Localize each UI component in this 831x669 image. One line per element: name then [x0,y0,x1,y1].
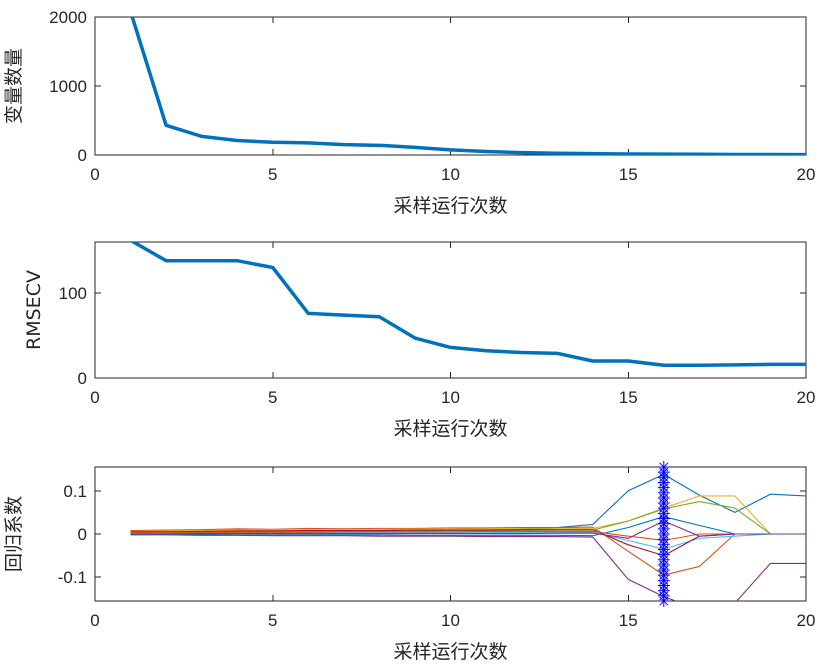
chart-panel-3: 0 5 10 15 20 -0.1 0 0.1 采样运行次数 回归系数 [3,461,815,663]
series-group [130,17,806,155]
x-axis-label: 采样运行次数 [393,641,507,663]
x-axis-label: 采样运行次数 [393,195,507,217]
y-axis-label: 回归系数 [3,496,25,572]
y-tick-label: 0 [78,146,87,165]
x-tick-label: 20 [797,611,816,630]
x-tick-label: 20 [797,388,816,407]
x-tick-label: 15 [619,165,638,184]
series-line-1 [130,473,806,534]
optimal-run-marker-line [657,461,670,607]
series-group [130,473,806,601]
y-tick-label: 0 [78,525,87,544]
series-line-9 [130,530,806,542]
y-tick-label: 0.1 [63,482,87,501]
x-tick-label: 0 [90,611,99,630]
x-tick-label: 15 [619,611,638,630]
x-tick-label: 0 [90,165,99,184]
y-tick-label: -0.1 [58,568,87,587]
series-line-10 [130,520,806,539]
y-axis-label: 变量数量 [3,48,25,124]
y-axis-label: RMSECV [23,270,45,350]
series-line-7 [130,529,806,557]
x-tick-label: 0 [90,388,99,407]
series-line-8 [130,516,806,537]
series-line-2 [130,526,806,576]
series-line-4 [130,534,806,601]
x-tick-label: 10 [441,388,460,407]
x-axis-label: 采样运行次数 [393,418,507,440]
y-tick-label: 0 [78,369,87,388]
plot-frame [94,16,807,156]
series-line-1 [129,242,806,367]
x-tick-label: 15 [619,388,638,407]
x-tick-label: 20 [797,165,816,184]
series-line-1 [130,17,806,155]
y-tick-label: 2000 [49,8,87,27]
chart-panel-1: 0 5 10 15 20 0 1000 2000 采样运行次数 变量数量 [3,8,815,217]
x-tick-label: 10 [441,165,460,184]
series-group [129,242,806,367]
y-tick-label: 100 [59,284,87,303]
chart-panel-2: 0 5 10 15 20 0 100 采样运行次数 RMSECV [23,241,816,440]
x-tick-label: 5 [268,165,277,184]
y-tick-label: 1000 [49,77,87,96]
star-marker [657,595,670,607]
series-line-3 [130,495,806,535]
x-tick-label: 5 [268,388,277,407]
x-tick-label: 5 [268,611,277,630]
x-tick-label: 10 [441,611,460,630]
